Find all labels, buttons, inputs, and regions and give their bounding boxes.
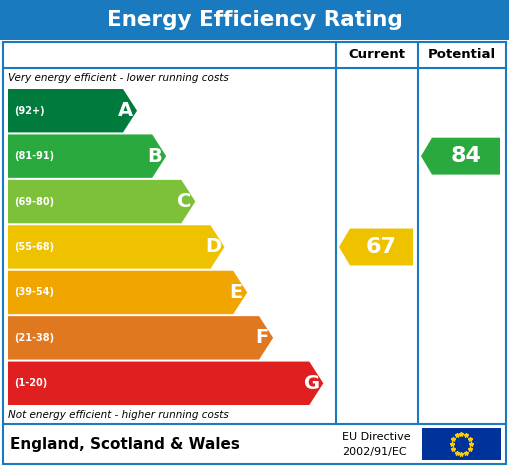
- Text: Current: Current: [349, 49, 406, 62]
- Text: F: F: [256, 328, 269, 347]
- Polygon shape: [8, 180, 195, 223]
- Text: (1-20): (1-20): [14, 378, 47, 388]
- Text: G: G: [304, 374, 320, 393]
- Text: C: C: [177, 192, 191, 211]
- Text: Very energy efficient - lower running costs: Very energy efficient - lower running co…: [8, 73, 229, 83]
- Text: (81-91): (81-91): [14, 151, 54, 161]
- Polygon shape: [8, 89, 137, 133]
- Text: E: E: [230, 283, 243, 302]
- Polygon shape: [8, 134, 166, 178]
- Text: 67: 67: [366, 237, 397, 257]
- Polygon shape: [421, 138, 500, 175]
- Text: Potential: Potential: [428, 49, 496, 62]
- Polygon shape: [8, 225, 224, 269]
- Text: EU Directive: EU Directive: [342, 432, 411, 442]
- Text: D: D: [205, 238, 221, 256]
- Polygon shape: [8, 271, 247, 314]
- Polygon shape: [339, 228, 413, 265]
- Text: 84: 84: [450, 146, 482, 166]
- Text: B: B: [148, 147, 162, 166]
- Text: (92+): (92+): [14, 106, 45, 116]
- Text: A: A: [118, 101, 133, 120]
- Text: Energy Efficiency Rating: Energy Efficiency Rating: [106, 10, 403, 30]
- Bar: [0, 0, 509, 40]
- Bar: [422, 428, 501, 460]
- Text: (69-80): (69-80): [14, 197, 54, 206]
- Polygon shape: [8, 361, 323, 405]
- Text: (39-54): (39-54): [14, 287, 54, 297]
- Text: (55-68): (55-68): [14, 242, 54, 252]
- Text: England, Scotland & Wales: England, Scotland & Wales: [10, 437, 240, 452]
- Text: Not energy efficient - higher running costs: Not energy efficient - higher running co…: [8, 410, 229, 420]
- Text: 2002/91/EC: 2002/91/EC: [342, 447, 407, 457]
- Text: (21-38): (21-38): [14, 333, 54, 343]
- Polygon shape: [8, 316, 273, 360]
